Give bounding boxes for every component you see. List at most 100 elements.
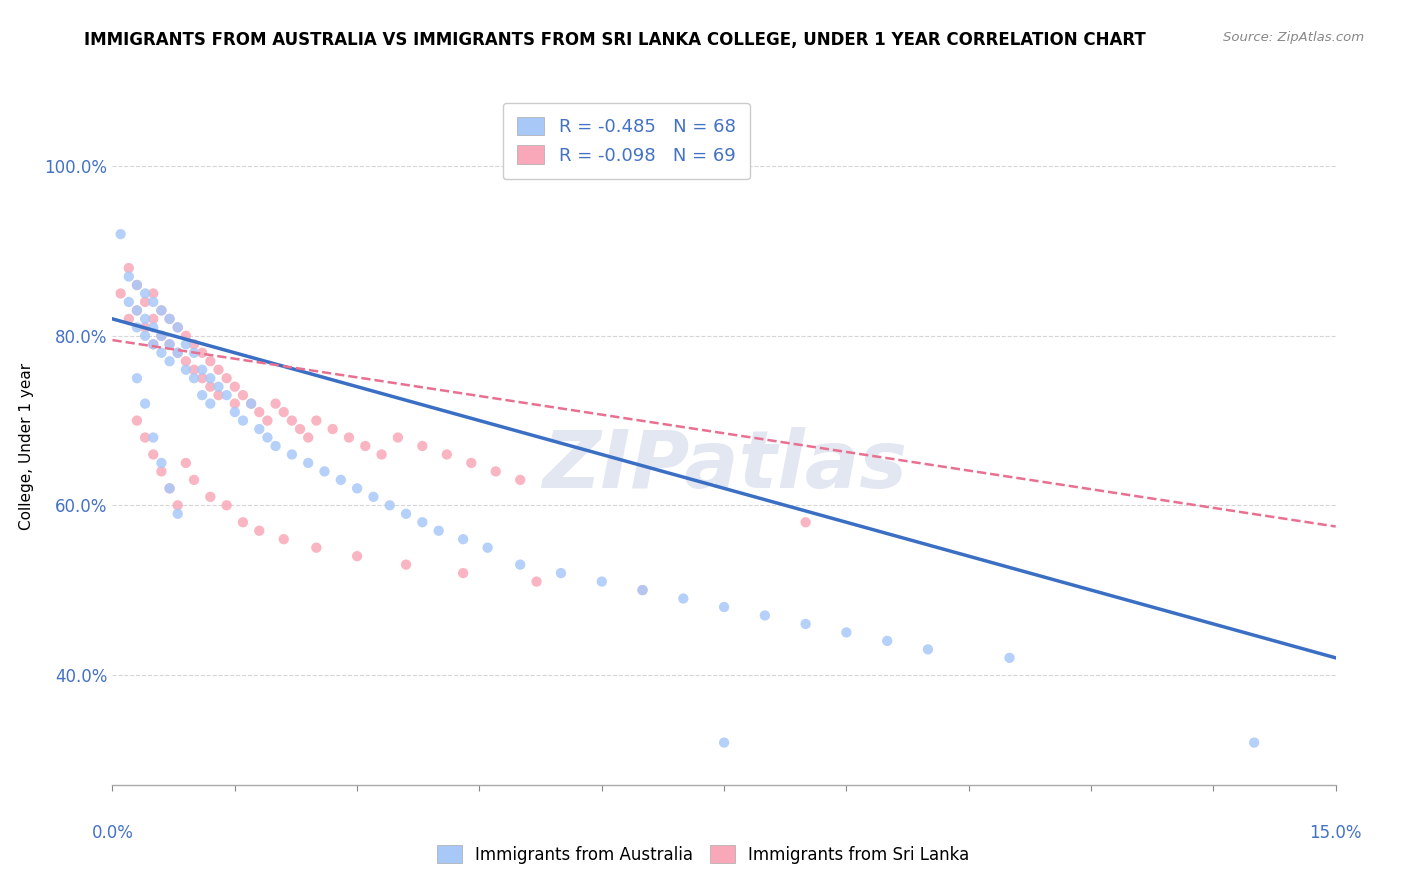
Point (460, 456, 482, 470)
Point (142, 430, 165, 444)
Point (166, 345, 188, 359)
Point (150, 464, 173, 478)
Point (411, 516, 433, 530)
Point (191, 371, 214, 385)
Point (150, 303, 173, 318)
Point (305, 414, 328, 428)
Point (387, 430, 409, 444)
Point (754, 608, 776, 623)
Point (297, 456, 319, 470)
Point (159, 312, 181, 326)
Text: 0.0%: 0.0% (91, 824, 134, 842)
Point (264, 439, 287, 453)
Point (191, 388, 214, 402)
Text: 15.0%: 15.0% (1309, 824, 1362, 842)
Point (509, 558, 531, 572)
Point (281, 447, 304, 462)
Point (835, 625, 858, 640)
Point (183, 337, 205, 351)
Point (240, 396, 263, 410)
Point (337, 430, 360, 444)
Point (526, 574, 548, 589)
Point (477, 541, 499, 555)
Point (150, 345, 173, 359)
Point (142, 294, 165, 310)
Point (247, 422, 270, 436)
Point (200, 354, 222, 368)
Point (207, 362, 229, 376)
Point (125, 414, 148, 428)
Point (159, 354, 181, 368)
Point (346, 482, 368, 496)
Point (247, 524, 270, 538)
Point (288, 422, 311, 436)
Point (1243, 735, 1265, 749)
Point (427, 524, 450, 538)
Point (142, 447, 165, 462)
Point (451, 566, 474, 580)
Y-axis label: College, Under 1 year: College, Under 1 year (18, 362, 34, 530)
Point (142, 337, 165, 351)
Point (142, 320, 165, 334)
Point (174, 337, 197, 351)
Point (224, 396, 246, 410)
Point (436, 447, 458, 462)
Point (631, 583, 654, 598)
Point (998, 651, 1021, 665)
Point (876, 633, 898, 648)
Point (191, 345, 214, 359)
Point (713, 600, 735, 615)
Point (134, 286, 156, 301)
Point (232, 388, 254, 402)
Point (150, 328, 173, 343)
Point (166, 507, 188, 521)
Point (509, 473, 531, 487)
Point (159, 337, 181, 351)
Point (125, 277, 148, 292)
Point (166, 320, 188, 334)
Point (174, 328, 197, 343)
Point (166, 498, 188, 512)
Point (125, 320, 148, 334)
Point (142, 312, 165, 326)
Point (200, 380, 222, 394)
Point (200, 371, 222, 385)
Point (118, 312, 141, 326)
Point (174, 362, 197, 376)
Point (550, 566, 572, 580)
Point (794, 617, 817, 632)
Point (150, 328, 173, 343)
Point (125, 303, 148, 318)
Point (232, 516, 254, 530)
Point (346, 549, 368, 564)
Point (395, 558, 418, 572)
Point (159, 337, 181, 351)
Point (183, 362, 205, 376)
Point (200, 490, 222, 504)
Point (224, 380, 246, 394)
Point (215, 498, 238, 512)
Point (322, 422, 344, 436)
Point (378, 498, 401, 512)
Text: IMMIGRANTS FROM AUSTRALIA VS IMMIGRANTS FROM SRI LANKA COLLEGE, UNDER 1 YEAR COR: IMMIGRANTS FROM AUSTRALIA VS IMMIGRANTS … (84, 31, 1146, 49)
Point (256, 430, 278, 444)
Point (110, 227, 132, 241)
Point (256, 414, 278, 428)
Legend: R = -0.485   N = 68, R = -0.098   N = 69: R = -0.485 N = 68, R = -0.098 N = 69 (502, 103, 749, 179)
Point (150, 303, 173, 318)
Point (215, 371, 238, 385)
Point (134, 430, 156, 444)
Point (142, 286, 165, 301)
Point (191, 362, 214, 376)
Point (273, 405, 295, 419)
Point (264, 396, 287, 410)
Point (672, 591, 695, 606)
Point (363, 490, 385, 504)
Point (207, 388, 229, 402)
Point (451, 532, 474, 546)
Point (150, 456, 173, 470)
Point (631, 583, 654, 598)
Point (224, 405, 246, 419)
Text: Source: ZipAtlas.com: Source: ZipAtlas.com (1223, 31, 1364, 45)
Text: ZIPatlas: ZIPatlas (541, 427, 907, 506)
